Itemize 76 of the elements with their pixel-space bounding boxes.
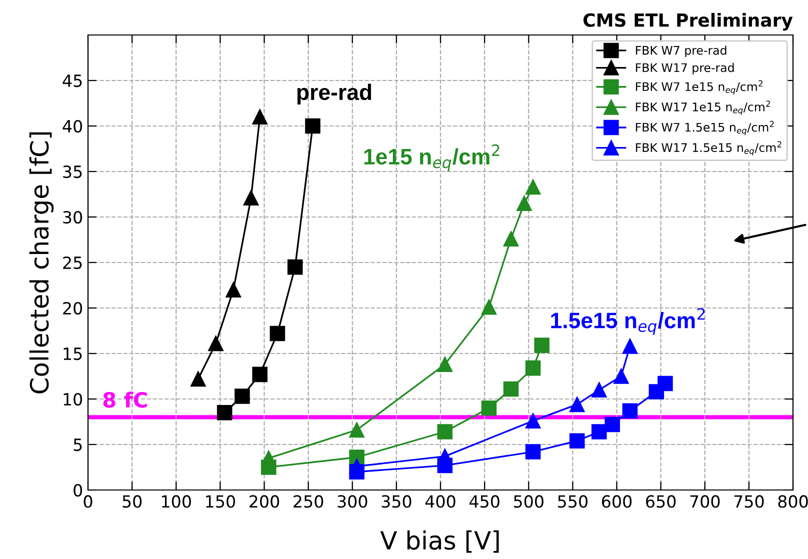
y-tick-label: 35 [63,165,82,178]
x-tick-label: 250 [294,495,324,508]
point [525,444,541,460]
point [234,388,250,404]
x-tick-label: 800 [778,495,808,508]
x-tick-label: 450 [469,495,500,508]
y-axis-title: Collected charge [fC] [29,132,54,394]
x-tick-label: 650 [646,495,676,508]
point [622,403,638,418]
x-tick-label: 400 [425,495,456,508]
point [525,179,541,195]
point [534,338,550,353]
point [481,299,497,315]
x-tick-label: 700 [690,495,720,508]
point [525,413,541,428]
x-tick-label: 100 [162,495,191,508]
y-tick-label: 5 [74,438,82,452]
point [216,405,232,420]
chart-title: CMS ETL Preliminary [583,12,793,31]
legend-label: FBK W17 1e15 n$_{eq}$/cm$^{2}$ [636,100,770,115]
point [591,424,607,440]
x-tick-label: 300 [338,495,368,508]
point [305,118,320,134]
point [516,196,532,211]
annotation: 1e15 n$_{eq}$/cm$^{2}$ [364,144,500,172]
legend-label: FBK W7 1e15 n$_{eq}$/cm$^{2}$ [636,80,762,95]
point [437,356,453,372]
point [287,259,303,275]
point [270,326,286,342]
y-tick-label: 45 [62,74,82,88]
x-tick-label: 150 [206,495,235,508]
x-tick-label: 350 [382,495,412,508]
x-axis-title: V bias [V] [380,530,499,553]
x-tick-label: 500 [514,495,544,508]
point [437,424,453,440]
x-tick-label: 550 [558,495,588,508]
x-tick-label: 200 [250,495,280,508]
point [569,396,585,412]
point [349,458,364,474]
y-tick-label: 0 [74,484,82,497]
x-tick-label: 0 [84,495,92,508]
point [622,338,638,354]
y-tick-label: 20 [63,302,82,315]
point [190,371,206,387]
point [349,422,364,438]
y-tick-label: 25 [63,256,82,270]
annotation: pre-rad [297,84,372,105]
legend-label: FBK W7 1.5e15 n$_{eq}$/cm$^{2}$ [636,120,774,136]
y-tick-label: 30 [63,210,82,224]
x-tick-label: 750 [734,495,764,508]
point [503,231,519,246]
point [437,448,453,464]
point [226,282,242,298]
point [591,382,607,398]
point [604,416,620,432]
y-tick-label: 40 [62,120,82,133]
point [658,376,673,392]
legend-label: FBK W17 pre-rad [636,62,734,74]
point [252,366,268,382]
point [569,433,585,448]
legend-label: FBK W17 1.5e15 n$_{eq}$/cm$^{2}$ [636,141,782,156]
point [503,381,519,397]
point [252,109,268,125]
legend-label: FBK W7 pre-rad [636,46,726,58]
point [481,400,497,416]
point [208,336,224,352]
x-tick-label: 600 [602,495,632,508]
x-tick-label: 50 [122,495,142,508]
point [243,190,259,206]
y-tick-label: 10 [64,392,82,406]
point [614,368,629,384]
point [261,450,276,466]
y-tick-label: 15 [64,348,82,360]
ref-line-label: 8 fC [103,392,147,408]
annotation: 1.5e15 n$_{eq}$/cm$^{2}$ [551,308,705,335]
point [525,360,541,376]
